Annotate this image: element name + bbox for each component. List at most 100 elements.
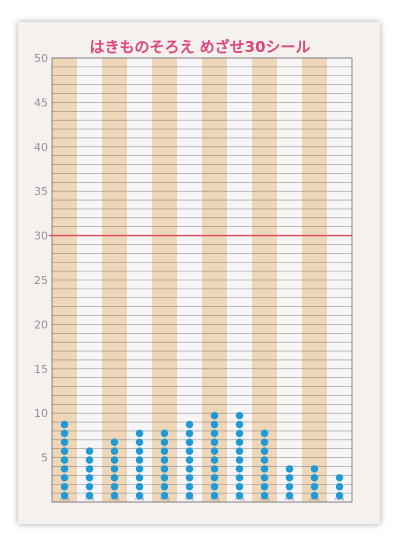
y-tick-label: 35 [34, 185, 48, 198]
sticker-dot [210, 420, 219, 429]
sticker-dot [235, 465, 244, 473]
sticker-dot [60, 491, 69, 500]
sticker-dot [285, 482, 294, 491]
sticker-dot [60, 447, 69, 455]
sticker-dot [210, 447, 219, 455]
sticker-dot [310, 465, 319, 473]
sticker-dot [235, 482, 244, 491]
sticker-dot [260, 429, 269, 438]
y-tick-label: 40 [34, 141, 48, 154]
sticker-dot [260, 491, 269, 500]
y-tick-label: 50 [34, 52, 48, 65]
sticker-dot [310, 491, 319, 500]
sticker-dot [110, 465, 119, 473]
sticker-dot [160, 482, 169, 491]
sticker-dot [185, 474, 194, 482]
sticker-dot [60, 482, 69, 491]
sticker-dot [210, 482, 219, 491]
sticker-dot [85, 482, 94, 491]
y-tick-label: 45 [34, 96, 48, 109]
chart-title: はきものそろえ めざせ30シール [89, 38, 310, 56]
sticker-dot [110, 482, 119, 491]
plot-border [51, 57, 353, 503]
sticker-dot [60, 438, 69, 447]
sticker-dot [335, 482, 344, 491]
sticker-dot [260, 438, 269, 447]
sticker-dot [60, 420, 69, 429]
sticker-dot [210, 491, 219, 500]
sticker-dot [210, 456, 219, 464]
y-tick-label: 30 [34, 230, 48, 243]
sticker-dot [235, 420, 244, 429]
sticker-dot [235, 447, 244, 455]
y-tick-label: 25 [34, 274, 48, 287]
sticker-dot [260, 465, 269, 473]
sticker-dot [160, 438, 169, 447]
sticker-dot [135, 456, 144, 464]
sticker-dot [185, 420, 194, 429]
sticker-dot [210, 411, 219, 420]
sticker-dot [185, 456, 194, 464]
sticker-dot [60, 456, 69, 464]
sticker-dot [260, 456, 269, 464]
sticker-dot [235, 474, 244, 482]
sticker-dot [85, 447, 94, 455]
sticker-dot [160, 456, 169, 464]
sticker-dot [285, 465, 294, 473]
sticker-dot [235, 491, 244, 500]
sticker-dot [335, 474, 344, 482]
sticker-dot [135, 465, 144, 473]
sticker-dot [135, 438, 144, 447]
sticker-dot [160, 465, 169, 473]
sticker-dot [60, 465, 69, 473]
sticker-dot [135, 447, 144, 455]
sticker-dot [160, 491, 169, 500]
sticker-dot [135, 491, 144, 500]
sticker-dot [110, 491, 119, 500]
sticker-dot [235, 438, 244, 447]
sticker-dot [110, 474, 119, 482]
sticker-dot [135, 482, 144, 491]
sticker-dot [310, 482, 319, 491]
sticker-dot [210, 465, 219, 473]
sticker-dot [185, 491, 194, 500]
sticker-dot [60, 474, 69, 482]
sticker-dot [185, 465, 194, 473]
sticker-dot [310, 474, 319, 482]
sticker-dot [110, 447, 119, 455]
sticker-dot [85, 491, 94, 500]
sticker-dot [110, 438, 119, 447]
sticker-dot [110, 456, 119, 464]
sticker-dot [185, 438, 194, 447]
sticker-dot [235, 456, 244, 464]
sticker-dot [160, 474, 169, 482]
sticker-dot [85, 456, 94, 464]
sticker-dot [235, 411, 244, 420]
sticker-dot [160, 429, 169, 438]
sticker-dot [85, 465, 94, 473]
sticker-dot [235, 429, 244, 438]
sticker-dot [60, 429, 69, 438]
sticker-dot [210, 429, 219, 438]
sticker-dot [185, 429, 194, 438]
sticker-dot [260, 447, 269, 455]
sticker-dot [210, 474, 219, 482]
sticker-dot [135, 429, 144, 438]
sticker-dot [335, 491, 344, 500]
sticker-dot [285, 474, 294, 482]
sticker-dot [185, 482, 194, 491]
y-tick-label: 15 [34, 363, 48, 376]
y-tick-label: 20 [34, 318, 48, 331]
sticker-dot [285, 491, 294, 500]
sticker-dot [260, 474, 269, 482]
sticker-dot [185, 447, 194, 455]
sticker-dot [160, 447, 169, 455]
sticker-dot [210, 438, 219, 447]
y-tick-label: 10 [34, 407, 48, 420]
y-tick-label: 5 [41, 452, 48, 465]
sticker-dot [85, 474, 94, 482]
sticker-dot [260, 482, 269, 491]
sticker-dot [135, 474, 144, 482]
